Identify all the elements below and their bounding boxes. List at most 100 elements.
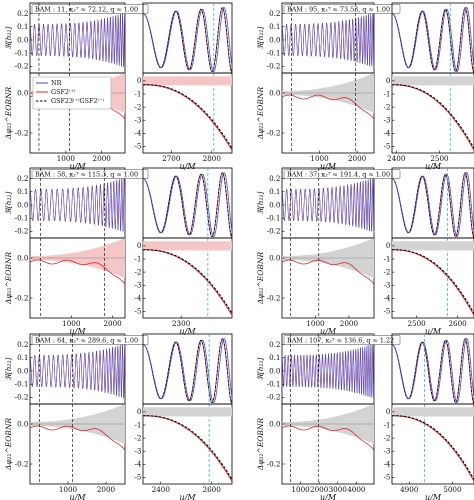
bam95-nr-strain (281, 12, 375, 68)
bam64-zoom-phase-y-tick-label: -3 (134, 447, 141, 456)
bam95-strain-y-tick-label: 0.1 (269, 22, 280, 31)
legend-label-1: GSF2⁽⁺⁾ (51, 88, 76, 96)
bam37-zoom-error-band (392, 241, 474, 251)
bam64-zoom-gsf23-strain (143, 338, 233, 404)
bam64-strain-y-tick-label: 0.1 (17, 353, 28, 362)
bam95-zoom-phase-y-tick-label: 0 (386, 76, 391, 85)
bam95-zoom-phase-y-tick-label: -2 (383, 102, 390, 111)
bam58-zoom-phase-y-tick-label: 0 (137, 241, 142, 250)
bam58-zoom-x-tick-label: 2300 (172, 319, 191, 328)
bam107-zoom-phase-y-tick-label: -4 (383, 460, 390, 469)
bam11-strain-y-tick-label: 0.1 (17, 22, 28, 31)
bam58-zoom-phase-y-tick-label: -2 (134, 267, 141, 276)
bam95-zoom-nr-strain (392, 7, 474, 73)
bam64-nr-strain (29, 343, 126, 399)
bam107-zoom-error-band (392, 407, 474, 417)
bam64-main-x-tick-label: 1000 (59, 485, 78, 494)
bam58-zoom-nr-strain (143, 172, 233, 238)
bam64-label-box (31, 335, 149, 345)
bam64-zoom-gsf2-phase (143, 415, 233, 482)
bam64-zoom-phase-y-tick-label: -4 (134, 460, 141, 469)
bam37-strain-ylabel: ℜ[h₂₂] (256, 192, 265, 215)
bam58-zoom-gsf23-phase (143, 249, 233, 314)
bam58-phase-y-tick-label: 0.0 (17, 253, 29, 262)
bam107-zoom-gsf23-phase (392, 415, 474, 480)
bam58-zoom-phase-y-tick-label: -5 (134, 307, 141, 316)
bam37-zoom-xlabel: u/M (425, 327, 442, 336)
bam107-main-xlabel: u/M (320, 493, 337, 500)
bam64-strain-ylabel: ℜ[h₂₂] (4, 358, 13, 381)
bam11-zoom-gsf23-strain (143, 7, 233, 73)
bam64-zoom-phase-y-tick-label: 0 (137, 407, 142, 416)
bam107-main-x-tick-label: 3000 (329, 485, 348, 494)
bam11-zoom-phase-y-tick-label: -2 (134, 102, 141, 111)
bam58-zoom-xlabel: u/M (179, 327, 196, 336)
bam64-strain-y-tick-label: 0.0 (17, 366, 29, 375)
bam37-zoom-nr-strain (392, 172, 474, 238)
bam58-zoom-phase-y-tick-label: -1 (134, 254, 141, 263)
bam11-phase-y-tick-label: 0.0 (17, 88, 29, 97)
bam107-strain-y-tick-label: 0.2 (269, 340, 280, 349)
bam58-main-xlabel: u/M (69, 327, 86, 336)
bam95-strain-y-tick-label: -0.2 (267, 62, 281, 71)
bam58-main-x-tick-label: 1000 (62, 319, 81, 328)
bam11-phase-y-tick-label: -0.2 (15, 128, 29, 137)
bam107-zoom-nr-strain (392, 338, 474, 404)
bam95-zoom-phase-axes (391, 72, 474, 154)
bam11-main-x-tick-label: 1000 (57, 154, 76, 163)
bam95-main-x-tick-label: 2000 (348, 154, 367, 163)
bam11-strain-ylabel: ℜ[h₂₂] (4, 27, 13, 50)
bam107-nr-strain (281, 344, 375, 399)
bam107-strain-y-tick-label: -0.1 (267, 379, 281, 388)
bam64-main-x-tick-label: 2000 (97, 485, 116, 494)
bam64-zoom-phase-axes (142, 403, 233, 485)
bam11-label-box (31, 4, 149, 14)
bam95-label-box (283, 4, 401, 14)
bam64-zoom-x-tick-label: 2600 (203, 485, 222, 494)
bam95-phase-ylabel: Δφ₂₂^EOBNR (256, 86, 265, 140)
legend-box (32, 76, 112, 110)
bam58-strain-y-tick-label: 0.1 (17, 187, 28, 196)
bam11-strain-y-tick-label: 0.0 (17, 35, 29, 44)
bam107-zoom-xlabel: u/M (425, 493, 442, 500)
bam95-zoom-error-band (392, 76, 474, 86)
bam11-zoom-phase-y-tick-label: -5 (134, 142, 141, 151)
bam64-zoom-phase-y-tick-label: -1 (134, 420, 141, 429)
bam37-strain-y-tick-label: -0.2 (267, 227, 281, 236)
bam11-strain-y-tick-label: 0.2 (17, 9, 28, 18)
bam11-zoom-gsf2-phase (143, 84, 233, 151)
bam37-zoom-phase-y-tick-label: -1 (383, 254, 390, 263)
bam58-zoom-gsf2-phase (143, 249, 233, 316)
bam95-zoom-xlabel: u/M (425, 162, 442, 171)
bam58-zoom-phase-y-tick-label: -4 (134, 294, 141, 303)
bam58-zoom-phase-axes (142, 237, 233, 319)
bam58-main-x-tick-label: 2000 (103, 319, 122, 328)
bam37-zoom-x-tick-label: 2600 (448, 319, 467, 328)
bam64-gsf2-phase (29, 425, 126, 451)
bam64-zoom-nr-strain (143, 338, 233, 404)
bam64-phase-y-tick-label: -0.2 (15, 459, 29, 468)
bam58-label-text: BAM : 58, κ₂ᵀ ≈ 115.3, q ≈ 1.00 (35, 170, 138, 178)
bam37-strain-y-tick-label: 0.2 (269, 174, 280, 183)
bam37-zoom-phase-axes (391, 237, 474, 319)
bam37-zoom-gsf2-phase (392, 249, 474, 316)
bam107-zoom-phase-y-tick-label: -1 (383, 420, 390, 429)
bam37-label-text: BAM : 37, κ₂ᵀ ≈ 191.4, q ≈ 1.00 (287, 170, 390, 178)
bam107-strain-y-tick-label: -0.2 (267, 393, 281, 402)
bam107-phase-ylabel: Δφ₂₂^EOBNR (256, 417, 265, 471)
bam95-phase-y-tick-label: -0.2 (267, 128, 281, 137)
bam37-zoom-phase-y-tick-label: 0 (386, 241, 391, 250)
bam107-zoom-x-tick-label: 4900 (400, 485, 419, 494)
bam11-nr-strain (29, 12, 126, 68)
bam11-main-xlabel: u/M (69, 162, 86, 171)
bam58-strain-y-tick-label: -0.1 (15, 213, 29, 222)
bam107-strain-y-tick-label: 0.1 (269, 353, 280, 362)
bam95-zoom-phase-y-tick-label: -3 (383, 116, 390, 125)
bam107-zoom-phase-y-tick-label: -5 (383, 473, 390, 482)
bam64-phase-y-tick-label: 0.0 (17, 419, 29, 428)
bam37-zoom-gsf23-strain (392, 172, 474, 238)
bam107-phase-y-tick-label: 0.0 (269, 419, 281, 428)
bam11-zoom-gsf23-phase (143, 84, 233, 149)
bam64-zoom-x-tick-label: 2400 (152, 485, 171, 494)
bam37-strain-y-tick-label: -0.1 (267, 213, 281, 222)
